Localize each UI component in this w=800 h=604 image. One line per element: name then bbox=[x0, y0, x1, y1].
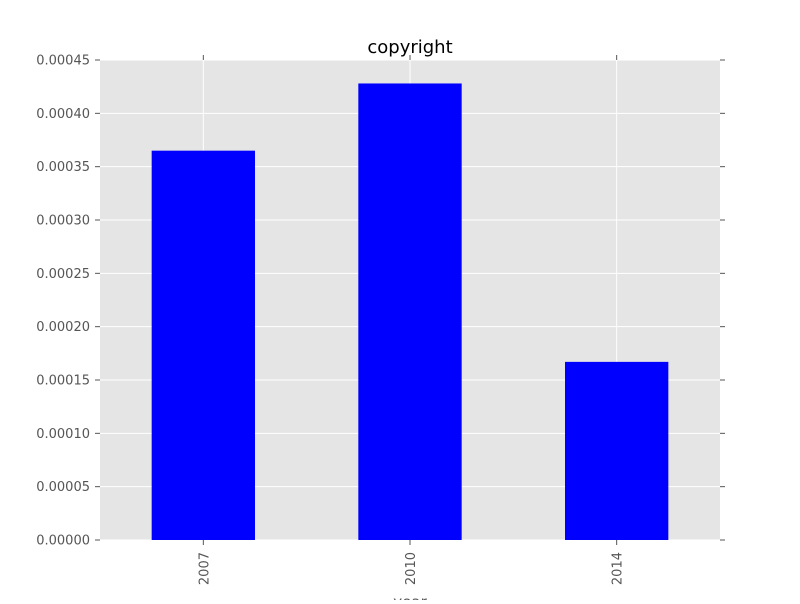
y-axis: 0.00000 0.00005 0.00010 0.00015 0.00020 0.000… bbox=[36, 54, 725, 549]
y-tick-label: 0.00040 bbox=[36, 107, 90, 122]
y-tick-label: 0.00015 bbox=[36, 374, 90, 389]
bar-2010 bbox=[358, 83, 462, 540]
x-tick-label: 2010 bbox=[404, 552, 419, 585]
y-tick-label: 0.00010 bbox=[36, 427, 90, 442]
bar-2007 bbox=[151, 150, 255, 540]
y-tick-label: 0.00020 bbox=[36, 320, 90, 335]
x-tick-label: 2014 bbox=[611, 552, 626, 585]
y-tick-label: 0.00000 bbox=[36, 534, 90, 549]
chart-title: copyright bbox=[367, 37, 452, 58]
bar-2014 bbox=[565, 361, 669, 540]
y-tick-label: 0.00025 bbox=[36, 267, 90, 282]
y-tick-label: 0.00005 bbox=[36, 480, 90, 495]
bars bbox=[151, 83, 669, 540]
y-tick-label: 0.00045 bbox=[36, 54, 90, 69]
x-axis-label: year bbox=[393, 593, 427, 600]
y-tick-label: 0.00030 bbox=[36, 214, 90, 229]
x-axis: 2007 2010 2014 bbox=[197, 55, 626, 585]
y-tick-label: 0.00035 bbox=[36, 160, 90, 175]
x-tick-label: 2007 bbox=[197, 552, 212, 585]
